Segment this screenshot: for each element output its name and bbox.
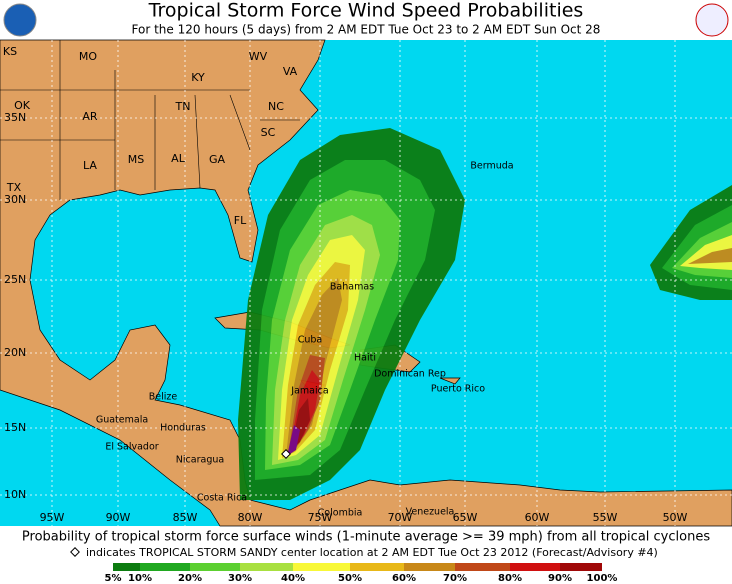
state-label: AL <box>171 152 186 165</box>
probability-swath <box>238 128 732 500</box>
legend-label: 5% <box>105 573 122 584</box>
place-label: Costa Rica <box>197 493 247 504</box>
place-label: Jamaica <box>290 386 328 397</box>
mainland <box>0 39 732 527</box>
latitude-label: 10N <box>4 488 26 501</box>
state-label: AR <box>82 110 98 123</box>
legend-swatch <box>560 563 602 571</box>
longitude-label: 75W <box>308 511 333 524</box>
legend-label: 50% <box>338 573 362 584</box>
nws-logo <box>695 3 729 37</box>
place-label: Nicaragua <box>176 455 224 466</box>
noaa-logo <box>3 3 37 37</box>
state-label: MO <box>79 50 97 63</box>
place-label: Honduras <box>160 423 206 434</box>
graticule <box>0 40 732 526</box>
state-label: KY <box>191 71 205 84</box>
state-label: VA <box>283 65 298 78</box>
place-label: Belize <box>149 392 178 403</box>
legend-label: 10% <box>128 573 152 584</box>
legend-label: 20% <box>178 573 202 584</box>
legend-swatch <box>140 563 190 571</box>
legend-swatch <box>240 563 293 571</box>
place-label: Guatemala <box>96 415 148 426</box>
place-label: Bahamas <box>330 282 374 293</box>
caption: Probability of tropical storm force surf… <box>22 530 710 545</box>
title: Tropical Storm Force Wind Speed Probabil… <box>148 0 584 22</box>
legend-swatch <box>510 563 560 571</box>
subtitle: For the 120 hours (5 days) from 2 AM EDT… <box>132 23 601 37</box>
legend-label: 100% <box>587 573 618 584</box>
state-label: MS <box>128 153 144 166</box>
latitude-label: 35N <box>4 111 26 124</box>
state-borders <box>0 40 300 200</box>
legend-label: 90% <box>548 573 572 584</box>
labels: KS MO KY WV VA OK AR TN NC SC LA MS AL GA TX FL Bermuda B… <box>3 45 688 524</box>
legend-label: 40% <box>281 573 305 584</box>
legend-swatch <box>113 563 140 571</box>
place-label: Puerto Rico <box>431 384 485 395</box>
longitude-label: 50W <box>663 511 688 524</box>
place-label: Colombia <box>318 508 363 519</box>
place-label: El Salvador <box>105 442 158 453</box>
storm-center-marker <box>281 449 291 459</box>
latitude-label: 25N <box>4 273 26 286</box>
latitude-label: 15N <box>4 421 26 434</box>
latitude-label: 20N <box>4 346 26 359</box>
note-marker <box>70 547 80 557</box>
legend-swatch <box>293 563 350 571</box>
place-label: Bermuda <box>470 161 513 172</box>
longitude-label: 80W <box>238 511 263 524</box>
place-label: Dominican Rep <box>374 369 446 380</box>
longitude-label: 55W <box>593 511 618 524</box>
legend: 5% 10% 20% 30% 40% 50% 60% 70% 80% 90% 100% <box>105 563 618 584</box>
state-label: KS <box>3 45 17 58</box>
map: KS MO KY WV VA OK AR TN NC SC LA MS AL GA TX FL Bermuda B… <box>0 39 732 527</box>
longitude-label: 90W <box>106 511 131 524</box>
state-label: NC <box>268 100 284 113</box>
state-label: LA <box>83 159 97 172</box>
longitude-label: 70W <box>388 511 413 524</box>
legend-label: 30% <box>228 573 252 584</box>
legend-label: 80% <box>498 573 522 584</box>
longitude-label: 85W <box>173 511 198 524</box>
state-label: FL <box>234 214 247 227</box>
place-label: Venezuela <box>406 507 455 518</box>
longitude-label: 95W <box>40 511 65 524</box>
state-label: OK <box>14 99 31 112</box>
place-label: Cuba <box>298 335 323 346</box>
state-label: TX <box>6 181 22 194</box>
legend-swatch <box>404 563 455 571</box>
longitude-label: 65W <box>453 511 478 524</box>
note: indicates TROPICAL STORM SANDY center lo… <box>86 546 658 559</box>
place-label: Haiti <box>354 353 376 364</box>
latitude-label: 30N <box>4 193 26 206</box>
legend-label: 60% <box>392 573 416 584</box>
longitude-label: 60W <box>525 511 550 524</box>
legend-swatch <box>350 563 404 571</box>
state-label: SC <box>261 126 276 139</box>
legend-swatch <box>455 563 510 571</box>
state-label: WV <box>249 50 268 63</box>
legend-label: 70% <box>443 573 467 584</box>
state-label: TN <box>175 100 191 113</box>
puerto-rico <box>439 377 461 385</box>
legend-swatch <box>190 563 240 571</box>
state-label: GA <box>209 153 226 166</box>
